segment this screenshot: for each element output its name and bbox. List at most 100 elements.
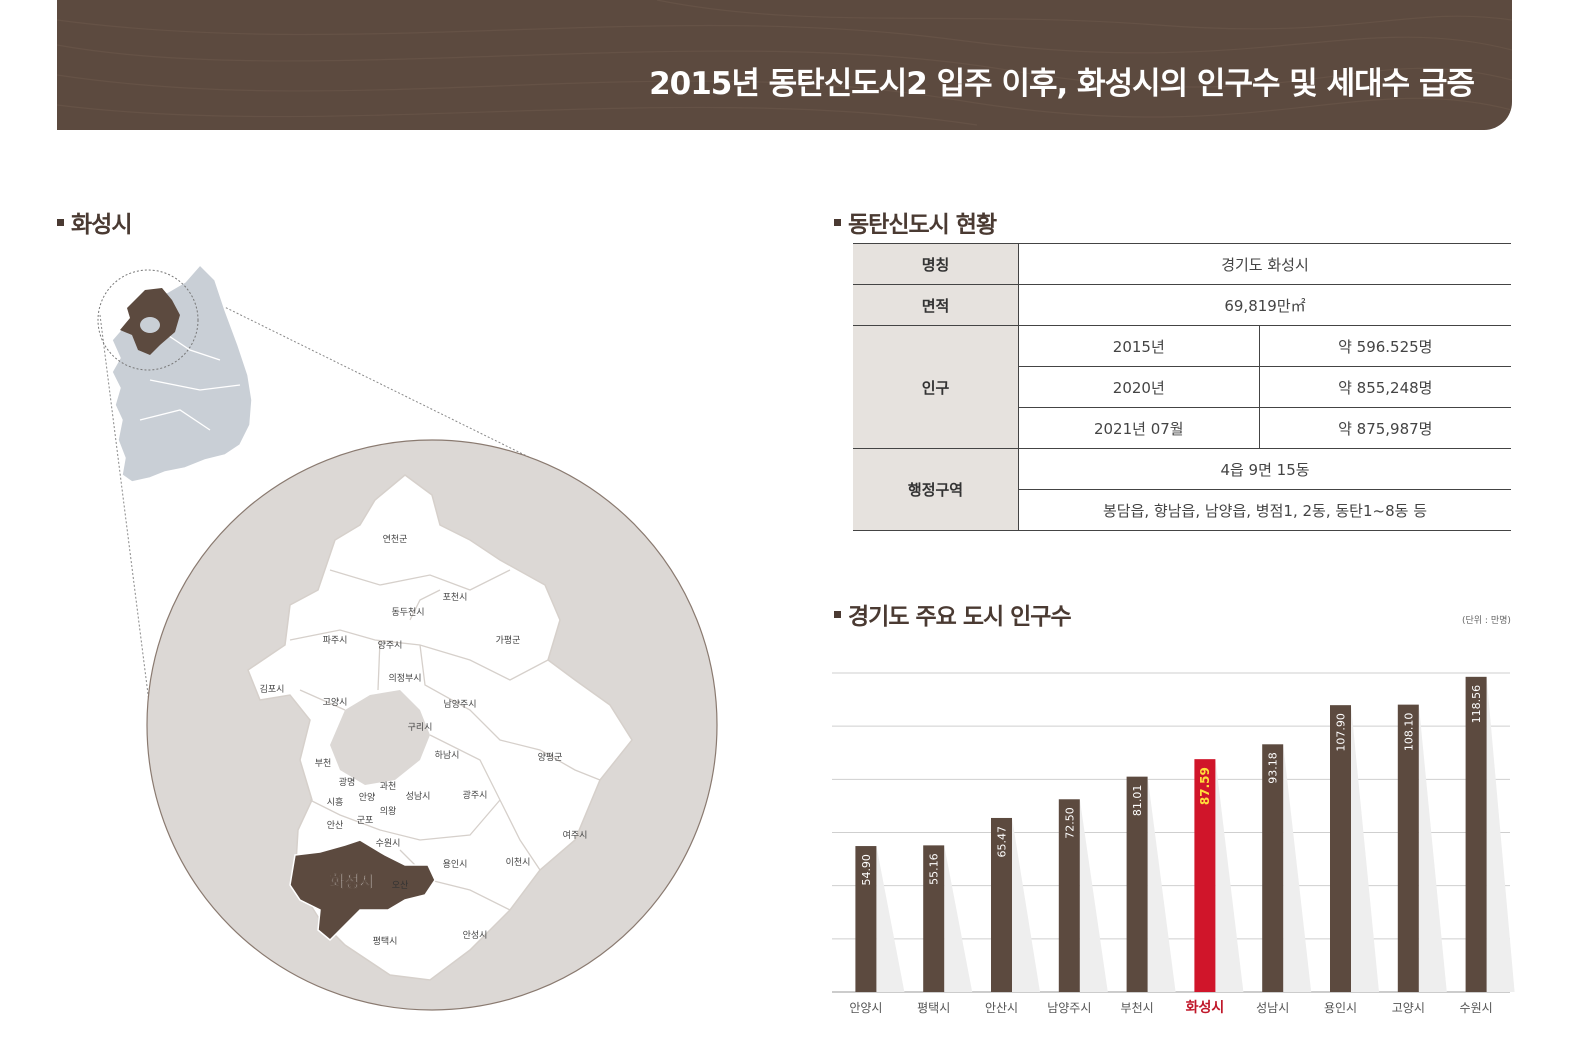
hwaseong-region: [289, 839, 436, 942]
bullet-square-icon: [834, 611, 841, 618]
bar-value-label: 81.01: [1131, 785, 1144, 817]
category-label: 평택시: [917, 1001, 950, 1015]
seoul-gap-shape: [330, 690, 430, 785]
province-borders: [139, 329, 241, 431]
bar-화성시: [1194, 759, 1216, 992]
category-label: 부천시: [1121, 1000, 1154, 1015]
bar-value-label: 118.56: [1470, 685, 1483, 724]
status-table: 명칭 경기도 화성시 면적 69,819만㎡ 인구 2015년 약 596.52…: [853, 243, 1511, 531]
bar-value-label: 87.59: [1198, 767, 1212, 805]
map-region-label: 하남시: [435, 750, 460, 761]
section-heading-text: 동탄신도시 현황: [848, 212, 997, 238]
bar-value-label: 107.90: [1335, 713, 1348, 752]
category-label: 성남시: [1256, 1001, 1289, 1015]
category-label: 용인시: [1324, 1001, 1357, 1015]
map-region-label: 이천시: [506, 857, 531, 868]
map-region-label: 동두천시: [391, 607, 424, 618]
map-region-label: 수원시: [376, 838, 401, 849]
bar-value-label: 65.47: [996, 826, 1009, 858]
cell-pop-value: 약 855,248명: [1259, 366, 1511, 408]
map-region-label: 의정부시: [388, 673, 421, 684]
category-label: 안양시: [849, 1001, 882, 1015]
bar-shadow: [1283, 744, 1312, 992]
cell-pop-value: 약 875,987명: [1259, 407, 1511, 449]
map-region-label: 구리시: [408, 722, 433, 733]
bar-안양시: [855, 846, 877, 992]
row-header-name: 명칭: [853, 243, 1019, 285]
map-region-label: 과천: [380, 781, 397, 792]
table-row: 행정구역 4읍 9면 15동: [853, 448, 1511, 531]
category-label: 화성시: [1186, 1000, 1225, 1016]
bar-shadow: [1486, 676, 1515, 992]
bar-value-label: 108.10: [1402, 713, 1415, 752]
seoul-small-shape: [140, 317, 160, 333]
section-heading-text: 경기도 주요 도시 인구수: [848, 604, 1072, 630]
map-region-label: 안성시: [463, 930, 488, 941]
bar-용인시: [1330, 705, 1351, 992]
section-heading-map: 화성시: [57, 205, 132, 239]
map-region-label: 고양시: [323, 697, 348, 708]
bar-shadow: [1351, 705, 1379, 992]
section-heading-population: 경기도 주요 도시 인구수: [834, 597, 1072, 631]
bullet-square-icon: [834, 219, 841, 226]
table-row: 명칭 경기도 화성시: [853, 243, 1511, 285]
bar-value-label: 72.50: [1063, 807, 1076, 839]
category-label: 남양주시: [1047, 1001, 1091, 1015]
map-region-label: 광주시: [463, 789, 488, 801]
bar-shadow: [1147, 776, 1176, 992]
map-region-label: 오산: [392, 880, 409, 891]
bar-평택시: [923, 845, 945, 992]
bar-수원시: [1465, 676, 1487, 992]
bar-value-label: 55.16: [928, 853, 941, 885]
map-region-label: 시흥: [327, 796, 344, 808]
cell-pop-year: 2020년: [1018, 366, 1260, 408]
category-label: 고양시: [1392, 1001, 1425, 1015]
population-bar-chart: 54.90 안양시 55.16 평택시 65.47 안산시 72.50 남양주시 81.01 부천…: [832, 672, 1515, 1016]
bar-value-label: 93.18: [1267, 752, 1280, 784]
map-region-label: 연천군: [383, 534, 408, 545]
map-region-label: 김포시: [260, 683, 285, 695]
table-row: 인구 2015년 약 596.525명: [853, 325, 1511, 449]
map-region-label: 가평군: [496, 635, 521, 646]
map-region-label: 안양: [359, 792, 376, 803]
bar-남양주시: [1058, 799, 1080, 992]
bar-shadow: [944, 845, 973, 992]
category-label: 안산시: [985, 1001, 1018, 1015]
map-region-label: 양주시: [378, 640, 403, 651]
cell-area-value: 69,819만㎡: [1018, 284, 1511, 326]
bar-성남시: [1262, 744, 1284, 992]
section-heading-status: 동탄신도시 현황: [834, 205, 997, 239]
map-region-label: 광명: [339, 776, 356, 788]
hwaseong-map-label: 화성시: [330, 872, 374, 891]
map-region-label: 남양주시: [443, 699, 476, 710]
chart-unit-label: (단위 : 만명): [1462, 616, 1511, 626]
map-region-label: 파주시: [323, 635, 348, 646]
banner-title: 2015년 동탄신도시2 입주 이후, 화성시의 인구수 및 세대수 급증: [649, 66, 1475, 102]
title-banner: 2015년 동탄신도시2 입주 이후, 화성시의 인구수 및 세대수 급증: [57, 0, 1512, 130]
section-heading-text: 화성시: [71, 212, 132, 238]
row-header-admin: 행정구역: [853, 448, 1019, 531]
map-region-label: 부천: [315, 758, 332, 769]
table-row: 면적 69,819만㎡: [853, 284, 1511, 326]
bar-shadow: [1012, 817, 1040, 992]
map-region-label: 양평군: [538, 752, 563, 763]
korea-map-shape: [111, 263, 253, 483]
bar-부천시: [1126, 776, 1148, 992]
cell-pop-year: 2021년 07월: [1018, 407, 1260, 449]
cell-admin-value: 4읍 9면 15동: [1018, 448, 1511, 490]
table-row: 봉담읍, 향남읍, 남양읍, 병점1, 2동, 동탄1~8동 등: [853, 489, 1511, 531]
bar-shadow: [876, 846, 905, 992]
map-region-label: 평택시: [373, 936, 398, 947]
zoom-line: [189, 289, 546, 466]
map-region-label: 여주시: [563, 829, 588, 841]
cell-pop-value: 약 596.525명: [1259, 325, 1511, 367]
zoom-circle-small: [97, 269, 199, 371]
district-borders: [289, 569, 601, 911]
bar-value-label: 54.90: [860, 854, 873, 886]
row-header-population: 인구: [853, 325, 1019, 449]
bar-shadow: [1215, 759, 1244, 992]
cell-pop-year: 2015년: [1018, 325, 1260, 367]
bar-안산시: [991, 817, 1012, 992]
map-region-label: 군포: [357, 815, 374, 826]
